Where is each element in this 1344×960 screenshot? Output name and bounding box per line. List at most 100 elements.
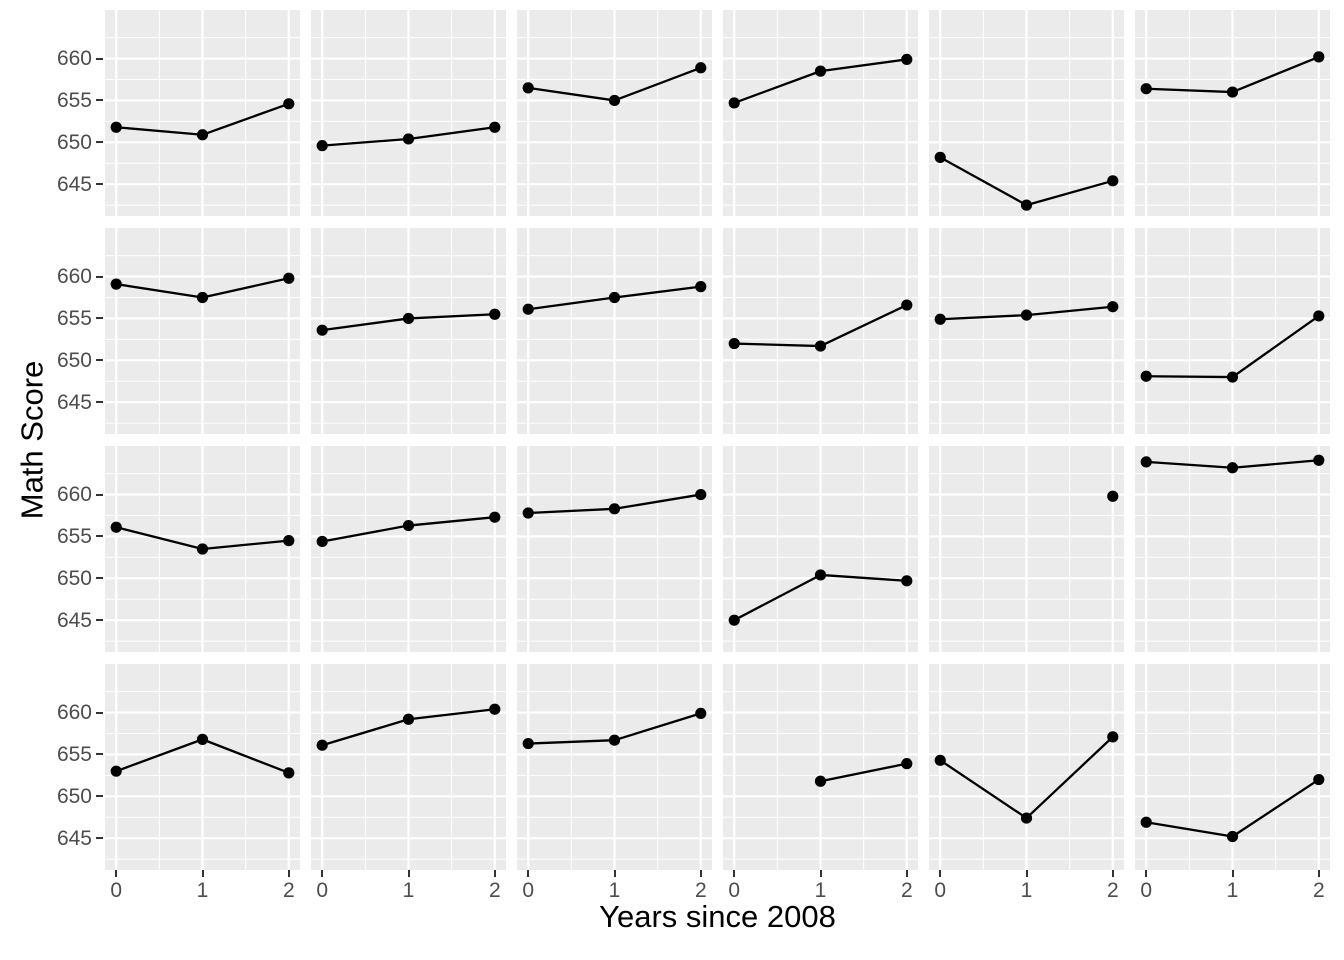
x-tick-mark <box>699 870 702 877</box>
data-point <box>901 758 913 770</box>
data-point <box>1226 830 1239 843</box>
y-tick-mark <box>96 837 103 840</box>
data-point <box>1140 456 1152 468</box>
x-tick-mark <box>321 870 324 877</box>
y-tick-label: 645 <box>56 608 92 632</box>
data-line <box>528 296 615 311</box>
x-tick-mark <box>1145 870 1148 877</box>
data-point <box>196 543 209 555</box>
data-line <box>733 70 821 105</box>
data-line <box>322 317 409 332</box>
data-point <box>1313 310 1325 322</box>
data-point <box>901 53 913 66</box>
data-point <box>1140 370 1152 382</box>
data-point <box>934 313 946 325</box>
data-point <box>522 82 534 94</box>
x-tick-label: 2 <box>900 879 913 902</box>
y-tick-label: 650 <box>56 784 92 808</box>
x-tick-label: 0 <box>934 879 947 902</box>
data-point <box>1020 199 1033 211</box>
data-point <box>901 299 913 311</box>
data-line <box>408 708 495 721</box>
data-point <box>402 312 415 325</box>
facet-panel-r4c5 <box>929 664 1124 870</box>
data-point <box>316 739 328 751</box>
facet-panel-r3c6 <box>1135 446 1330 652</box>
x-tick-label: 2 <box>488 879 501 902</box>
facet-panel-r4c2 <box>311 664 506 870</box>
x-tick-mark <box>201 870 204 877</box>
x-tick-label: 2 <box>282 879 295 902</box>
y-tick-label: 655 <box>56 306 92 330</box>
data-line <box>1146 821 1233 838</box>
data-point <box>522 303 534 315</box>
data-line <box>1232 459 1319 469</box>
data-line <box>614 712 702 742</box>
x-tick-mark <box>493 870 496 877</box>
data-point <box>1107 490 1119 502</box>
y-tick-mark <box>96 141 103 144</box>
y-tick-mark <box>96 401 103 404</box>
data-point <box>814 775 827 787</box>
data-point <box>814 65 827 77</box>
data-point <box>110 121 122 133</box>
data-line <box>528 86 615 102</box>
facet-panel-r1c3 <box>517 10 712 216</box>
data-point <box>283 767 295 779</box>
data-point <box>934 754 946 766</box>
data-line <box>322 524 409 543</box>
data-line <box>734 342 821 348</box>
data-point <box>1226 371 1239 383</box>
data-point <box>1226 86 1239 98</box>
data-line <box>115 526 203 551</box>
y-tick-label: 645 <box>56 172 92 196</box>
data-line <box>408 126 495 141</box>
data-point <box>489 511 501 523</box>
x-tick-label: 1 <box>1226 879 1239 902</box>
data-point <box>283 98 295 110</box>
y-tick-label: 660 <box>56 483 92 507</box>
x-tick-label: 1 <box>196 879 209 902</box>
data-point <box>196 129 209 141</box>
y-tick-label: 655 <box>56 742 92 766</box>
data-line <box>939 156 1028 207</box>
data-point <box>196 733 209 745</box>
data-line <box>115 738 203 773</box>
y-tick-mark <box>96 493 103 496</box>
x-axis-title: Years since 2008 <box>599 899 836 934</box>
data-line <box>202 738 290 774</box>
data-point <box>522 737 534 750</box>
facet-panel-r3c1 <box>105 446 300 652</box>
data-line <box>1231 314 1320 378</box>
data-line <box>322 137 409 147</box>
x-tick-label: 1 <box>814 879 827 902</box>
x-tick-mark <box>613 870 616 877</box>
facet-panel-r2c4 <box>723 228 918 434</box>
facet-panel-r4c6 <box>1135 664 1330 870</box>
data-point <box>608 734 621 746</box>
data-line <box>820 58 907 73</box>
data-point <box>522 507 534 519</box>
data-point <box>489 121 501 133</box>
x-tick-label: 1 <box>1020 879 1033 902</box>
facet-panel-r4c1 <box>105 664 300 870</box>
x-tick-label: 1 <box>608 879 621 902</box>
data-line <box>1026 305 1113 317</box>
x-tick-mark <box>1025 870 1028 877</box>
data-point <box>608 503 621 515</box>
y-tick-mark <box>96 753 103 756</box>
x-tick-mark <box>819 870 822 877</box>
y-tick-label: 660 <box>56 265 92 289</box>
data-point <box>110 278 122 290</box>
data-point <box>608 94 621 107</box>
x-tick-label: 0 <box>728 879 741 902</box>
x-tick-label: 0 <box>1140 879 1153 902</box>
x-tick-mark <box>939 870 942 877</box>
facet-panel-r1c4 <box>723 10 918 216</box>
data-line <box>202 102 290 136</box>
y-tick-mark <box>96 183 103 186</box>
x-tick-label: 2 <box>1312 879 1325 902</box>
data-point <box>1313 51 1325 63</box>
data-point <box>316 324 328 336</box>
